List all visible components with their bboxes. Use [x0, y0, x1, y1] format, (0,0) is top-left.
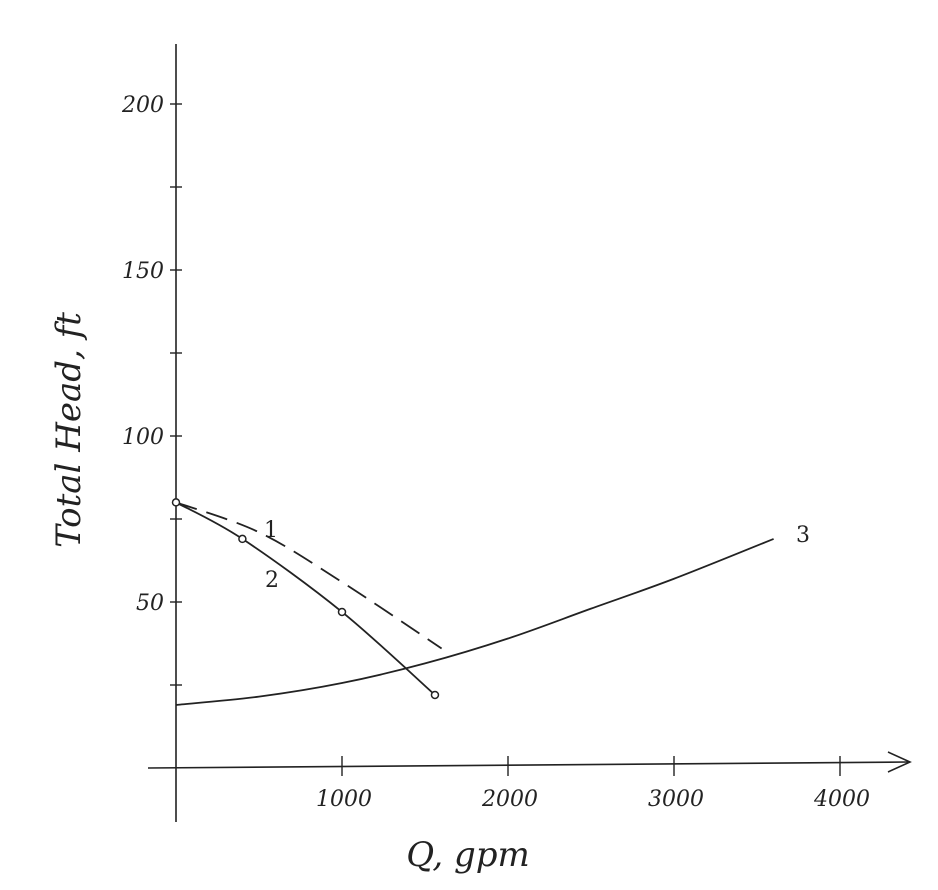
x-axis-line — [147, 761, 909, 769]
series-2-line — [175, 501, 436, 696]
x-tick-label: 1000 — [316, 787, 372, 812]
series-group — [171, 498, 774, 706]
series-label-3: 3 — [796, 523, 810, 548]
y-tick-label: 100 — [122, 425, 164, 450]
y-tick-label: 200 — [121, 93, 164, 118]
series-2-point — [430, 690, 440, 700]
series-label-2: 2 — [265, 568, 279, 593]
series-3-line — [175, 538, 774, 706]
x-tick-label: 4000 — [813, 787, 870, 812]
x-axis-title: Q, gpm — [406, 835, 530, 875]
series-2-point — [337, 607, 347, 617]
series-1-line — [175, 501, 443, 650]
x-tick-label: 2000 — [481, 787, 538, 812]
y-tick-label: 150 — [122, 259, 164, 284]
series-2-point — [171, 498, 181, 507]
x-axis-arrowhead — [887, 751, 912, 773]
axes — [147, 44, 912, 822]
x-tick-label: 3000 — [648, 787, 704, 812]
y-axis-title: Total Head, ft — [49, 312, 89, 548]
series-2-point — [238, 534, 247, 544]
series-label-1: 1 — [264, 518, 278, 543]
y-tick-label: 50 — [136, 591, 164, 616]
ticks: 50 100 150 200 1000 2000 3000 4000 — [121, 93, 870, 812]
